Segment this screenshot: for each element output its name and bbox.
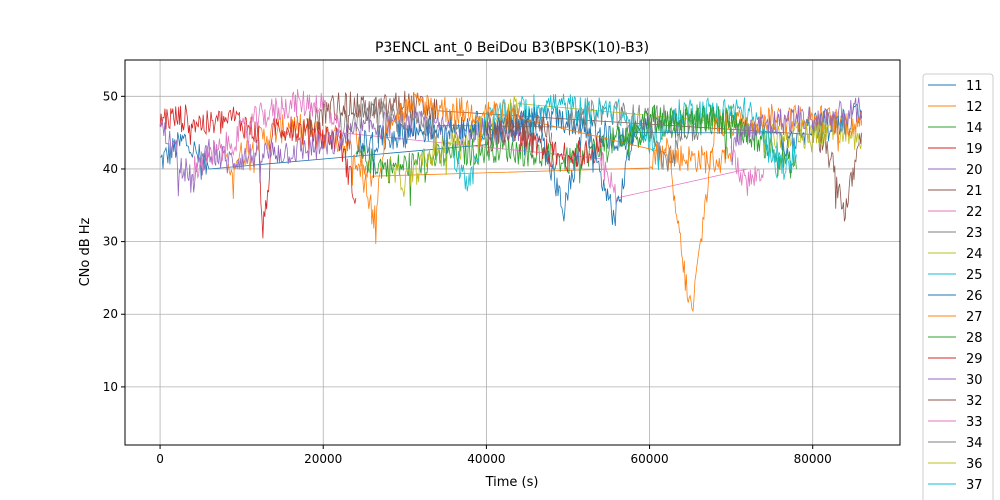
legend-label: 12: [966, 100, 983, 115]
series-line-28: [616, 104, 748, 160]
legend-label: 33: [966, 415, 983, 430]
y-axis-label: CNo dB Hz: [78, 217, 93, 286]
legend-label: 36: [966, 457, 983, 472]
legend-label: 25: [966, 268, 983, 283]
y-tick-label: 20: [103, 307, 118, 321]
legend-label: 29: [966, 352, 983, 367]
x-tick-label: 60000: [630, 452, 668, 466]
series-line-22: [192, 89, 748, 205]
series-line-32: [486, 113, 553, 158]
legend-label: 23: [966, 226, 983, 241]
legend-label: 37: [966, 478, 983, 493]
y-tick-label: 30: [103, 235, 118, 249]
legend-label: 26: [966, 289, 983, 304]
legend-label: 30: [966, 373, 983, 388]
series-line-23: [339, 98, 699, 160]
x-tick-label: 40000: [467, 452, 505, 466]
legend-label: 34: [966, 436, 983, 451]
x-tick-label: 0: [156, 452, 164, 466]
series-line-34: [649, 122, 683, 172]
axis-ticks: 0 20000 40000 60000 80000 10 20 30 40 50: [103, 89, 832, 466]
legend-label: 28: [966, 331, 983, 346]
x-tick-label: 20000: [304, 452, 342, 466]
legend-label: 22: [966, 205, 983, 220]
chart-title: P3ENCL ant_0 BeiDou B3(BPSK(10)-B3): [375, 40, 649, 56]
legend-label: 19: [966, 142, 983, 157]
legend-label: 14: [966, 121, 983, 136]
x-tick-label: 80000: [794, 452, 832, 466]
y-tick-label: 40: [103, 162, 118, 176]
series-line-27: [355, 92, 863, 313]
series-line-30: [730, 97, 863, 166]
y-tick-label: 50: [103, 89, 118, 103]
legend-label: 11: [966, 79, 983, 94]
legend-label: 32: [966, 394, 983, 409]
legend-label: 20: [966, 163, 983, 178]
legend-label: 27: [966, 310, 983, 325]
grid: [125, 60, 900, 445]
y-tick-label: 10: [103, 380, 118, 394]
plot-frame: [124, 59, 901, 446]
series-line-33: [730, 146, 765, 196]
series-line-36: [796, 122, 830, 153]
legend-label: 21: [966, 184, 983, 199]
x-axis-label: Time (s): [485, 475, 539, 490]
series-line-37: [763, 139, 797, 180]
legend: 11 12 14 19 20 21 22 23 24 25 26 27 28 29 30 32 33 34 36 37…: [922, 73, 994, 500]
legend-label: 24: [966, 247, 983, 262]
legend-box: [922, 73, 994, 500]
series-lines: [159, 89, 863, 313]
